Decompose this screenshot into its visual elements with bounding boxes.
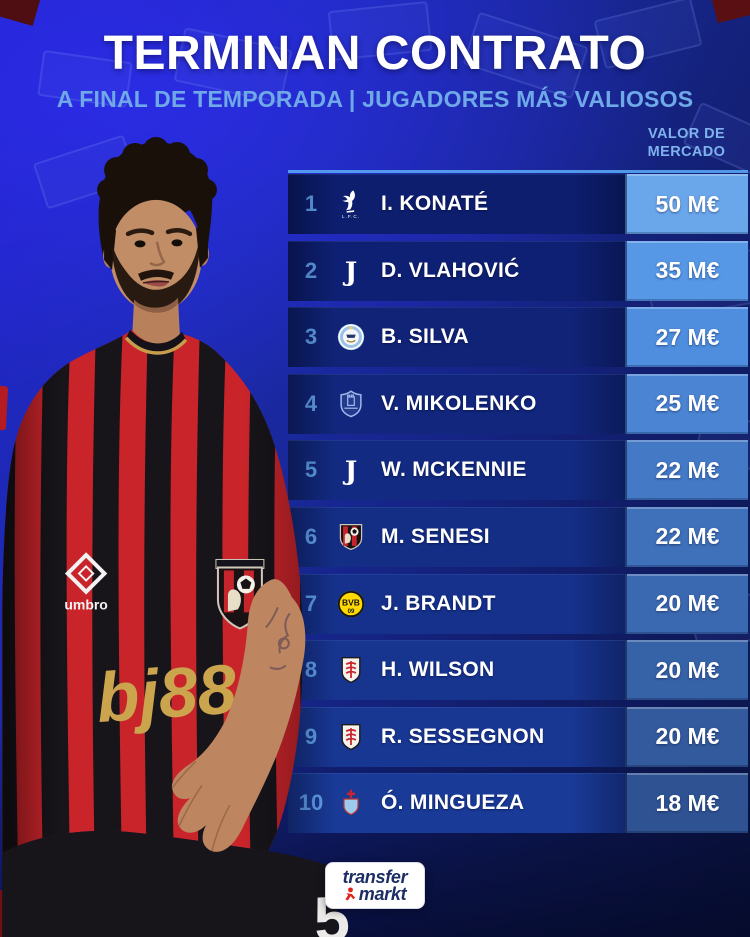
rank-label: 7 <box>304 590 318 616</box>
svg-text:BVB: BVB <box>342 597 360 607</box>
player-name: I. KONATÉ <box>381 192 489 215</box>
svg-text:L.F.C.: L.F.C. <box>342 214 360 219</box>
corner-red-accent <box>711 0 750 24</box>
player-name: B. SILVA <box>381 325 469 349</box>
row-main-cell: 10 Ó. MINGUEZA <box>288 773 625 834</box>
row-value-cell: 35 M€ <box>625 240 748 301</box>
umbro-logo-icon: umbro <box>64 552 108 612</box>
juventus-badge-icon: J <box>334 453 368 487</box>
rank-label: 9 <box>304 723 318 749</box>
table-top-highlight <box>288 170 748 173</box>
row-value-cell: 20 M€ <box>625 640 748 701</box>
row-main-cell: 3 B. SILVA <box>288 307 625 368</box>
row-value-cell: 18 M€ <box>625 773 748 834</box>
arm-tattoo <box>265 607 291 670</box>
row-value-cell: 22 M€ <box>625 440 748 501</box>
row-value-cell: 50 M€ <box>625 174 748 234</box>
corner-red-accent <box>0 0 42 26</box>
row-value-cell: 20 M€ <box>625 706 748 767</box>
player-name: M. SENESI <box>381 524 490 548</box>
liverpool-badge-icon: L.F.C. <box>334 187 368 221</box>
player-arm <box>171 579 306 852</box>
value-column-header-line1: VALOR DE <box>647 126 726 142</box>
row-main-cell: 7 BVB 09 J. BRANDT <box>288 573 625 634</box>
page-title: TERMINAN CONTRATO <box>103 27 647 80</box>
rank-label: 2 <box>304 257 318 283</box>
page-subtitle: A FINAL DE TEMPORADA | JUGADORES MÁS VAL… <box>56 86 694 112</box>
rank-label: 6 <box>304 523 318 549</box>
fulham-badge-icon <box>334 653 368 687</box>
table-row: 6 M. SENESI 22 M€ <box>288 506 748 567</box>
player-name: H. WILSON <box>381 658 495 682</box>
borussia-dortmund-badge-icon: BVB 09 <box>334 587 368 621</box>
juventus-badge-icon: J <box>334 254 368 288</box>
ranking-table: 1 L.F.C. I. KONATÉ 50 M€ 2 <box>288 174 748 834</box>
table-row: 10 Ó. MINGUEZA 18 M€ <box>288 773 748 834</box>
player-name: Ó. MINGUEZA <box>381 791 525 815</box>
player-face <box>103 199 209 349</box>
svg-text:J: J <box>343 256 357 287</box>
table-row: 9 R. SESSEGNON 20 M€ <box>288 706 748 767</box>
table-row: 8 H. WILSON 20 M€ <box>288 640 748 701</box>
manchester-city-badge-icon <box>334 320 368 354</box>
table-row: 7 BVB 09 J. BRANDT 20 M€ <box>288 573 748 634</box>
fulham-badge-icon <box>334 720 368 754</box>
row-value-cell: 25 M€ <box>625 373 748 434</box>
svg-text:umbro: umbro <box>64 596 107 612</box>
row-main-cell: 8 H. WILSON <box>288 640 625 701</box>
rank-label: 3 <box>304 324 318 350</box>
row-value-cell: 22 M€ <box>625 506 748 567</box>
row-main-cell: 4 V. MIKOLENKO <box>288 373 625 434</box>
rank-label: 5 <box>304 457 318 483</box>
row-main-cell: 9 R. SESSEGNON <box>288 706 625 767</box>
table-row: 4 V. MIKOLENKO 25 M€ <box>288 373 748 434</box>
rank-label: 4 <box>304 390 318 416</box>
rank-label: 1 <box>304 191 318 216</box>
table-row: 2 J D. VLAHOVIĆ 35 M€ <box>288 240 748 301</box>
player-shorts <box>2 830 338 937</box>
transfermarkt-logo-line1: transfer <box>342 866 408 887</box>
player-name: J. BRANDT <box>381 591 496 615</box>
celta-vigo-badge-icon <box>334 786 368 820</box>
player-name: W. MCKENNIE <box>381 458 527 482</box>
table-row: 5 J W. MCKENNIE 22 M€ <box>288 440 748 501</box>
row-main-cell: 6 M. SENESI <box>288 506 625 567</box>
player-name: D. VLAHOVIĆ <box>381 258 520 282</box>
rank-label: 10 <box>298 790 324 816</box>
transfermarkt-logo-line2: markt <box>358 883 407 904</box>
row-value-cell: 20 M€ <box>625 573 748 634</box>
value-column-header-line2: MERCADO <box>647 144 726 160</box>
bournemouth-badge-icon <box>334 520 368 554</box>
row-main-cell: 1 L.F.C. I. KONATÉ <box>288 174 625 234</box>
svg-text:J: J <box>343 456 357 487</box>
table-row: 1 L.F.C. I. KONATÉ 50 M€ <box>288 174 748 234</box>
player-photo: umbro bj88 <box>2 136 338 937</box>
collar-gold-trim <box>124 336 188 355</box>
shirt-sponsor-text: bj88 <box>94 650 239 738</box>
transfermarkt-player-icon <box>345 886 355 901</box>
value-column-header: VALOR DE MERCADO <box>625 125 748 161</box>
everton-badge-icon <box>334 387 368 421</box>
svg-text:09: 09 <box>348 608 355 615</box>
row-main-cell: 5 J W. MCKENNIE <box>288 440 625 501</box>
table-row: 3 B. SILVA 27 M€ <box>288 307 748 368</box>
row-main-cell: 2 J D. VLAHOVIĆ <box>288 240 625 301</box>
transfermarkt-logo: transfer markt <box>325 862 425 909</box>
player-name: V. MIKOLENKO <box>381 391 537 415</box>
player-name: R. SESSEGNON <box>381 724 545 748</box>
row-value-cell: 27 M€ <box>625 307 748 368</box>
rank-label: 8 <box>304 657 318 683</box>
